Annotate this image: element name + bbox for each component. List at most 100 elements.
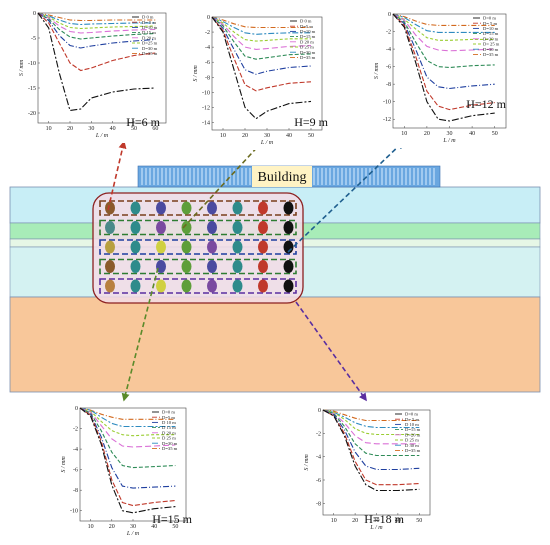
x-tick-label: 20	[242, 133, 248, 139]
x-tick-label: 30	[447, 131, 453, 137]
legend-label: D=0 m	[405, 412, 418, 417]
series-line	[37, 12, 156, 49]
series-line	[37, 12, 156, 34]
tunnel-point	[156, 260, 166, 273]
tunnel-point	[207, 279, 217, 293]
x-tick-label: 40	[286, 133, 292, 139]
tunnel-point	[156, 279, 166, 293]
series-line	[37, 12, 156, 112]
series-line	[322, 409, 420, 457]
y-tick-label: -4	[205, 45, 210, 51]
tunnel-point	[130, 201, 141, 215]
y-tick-label: 0	[388, 12, 391, 18]
series-line	[79, 407, 176, 489]
tunnel-point	[283, 240, 294, 254]
y-axis-label: S / mm	[61, 456, 67, 473]
tunnel-point	[232, 260, 243, 273]
legend-label: D=10 m	[300, 29, 316, 34]
x-tick-label: 30	[374, 518, 380, 524]
legend-label: D=5 m	[300, 24, 313, 29]
x-tick-label: 40	[395, 518, 401, 524]
legend-label: D 25 m	[300, 45, 314, 50]
legend-label: D 30 m	[405, 443, 419, 448]
series-line	[79, 407, 176, 437]
y-tick-label: -2	[386, 30, 391, 36]
tunnel-row-line	[99, 219, 297, 236]
legend-label: D=0 m	[483, 16, 496, 21]
panel-label: H=15 m	[152, 512, 192, 526]
tunnel-row-line	[99, 258, 297, 275]
y-tick-label: -10	[202, 90, 210, 96]
y-tick-label: -10	[28, 61, 36, 67]
legend-label: D 20 m	[300, 39, 314, 44]
legend-label: D= 5 m	[142, 20, 157, 25]
legend-label: D=10 m	[483, 26, 499, 31]
tunnel-row-line	[99, 239, 297, 255]
x-tick-label: 20	[352, 518, 358, 524]
x-tick-label: 50	[492, 131, 498, 137]
arrow-h6	[107, 140, 127, 211]
legend-label: D=30 m	[483, 47, 499, 52]
legend-label: D=15 m	[300, 34, 316, 39]
panel-background	[70, 402, 192, 541]
series-line	[392, 13, 495, 33]
legend-label: D=15 m	[483, 31, 499, 36]
tunnel-point	[258, 240, 268, 254]
y-tick-label: 0	[75, 406, 78, 412]
x-tick-label: 20	[424, 131, 430, 137]
tunnel-point	[156, 240, 166, 254]
x-tick-label: 40	[110, 126, 116, 132]
stratum-bottom	[9, 296, 541, 393]
tunnel-rows	[99, 200, 297, 294]
x-tick-label: 50	[308, 133, 314, 139]
legend-label: D=35 m	[300, 55, 316, 60]
tunnel-point	[232, 201, 243, 215]
y-tick-label: -2	[316, 431, 321, 437]
legend-label: D=30 m	[142, 46, 158, 51]
tunnel-row-line	[99, 278, 297, 294]
legend-label: D 25 m	[405, 438, 419, 443]
series-line	[211, 16, 312, 120]
legend-label: D=15 m	[405, 427, 421, 432]
x-tick-label: 40	[151, 524, 157, 530]
panel-label: H=6 m	[126, 115, 160, 129]
tunnel-point	[258, 221, 268, 234]
tunnel-point	[130, 260, 141, 273]
legend-label: D 15 m	[162, 425, 176, 430]
legend-label: D 25 m	[162, 436, 176, 441]
y-tick-label: -6	[316, 478, 321, 484]
y-tick-label: -12	[383, 117, 391, 123]
y-tick-label: 0	[207, 15, 210, 21]
series-line	[322, 409, 420, 422]
legend-label: D 0 m	[142, 15, 154, 20]
tunnel-point	[181, 240, 192, 254]
y-axis-label: S / mm	[19, 59, 25, 76]
panel-label: H=12 m	[466, 97, 506, 111]
legend-label: D=25 m	[142, 41, 158, 46]
legend-label: D=30 m	[162, 441, 178, 446]
x-axis-label: L / m	[369, 525, 383, 531]
tunnel-row-line	[99, 200, 297, 216]
building: Building	[137, 165, 441, 188]
series-line	[211, 16, 312, 50]
panel-background	[383, 8, 512, 148]
y-tick-label: -10	[70, 509, 78, 515]
series-line	[211, 16, 312, 92]
y-tick-label: -4	[73, 447, 78, 453]
arrow-h9	[182, 140, 264, 229]
tunnel-point	[105, 240, 115, 254]
plot-frame	[37, 12, 167, 124]
series-line	[211, 16, 312, 75]
chart-panel: 0 -2 -4 -6 -8 -10 -12 -14 10 20 30 40 50 L / m S / mm D…	[193, 11, 329, 150]
legend-label: D=0 m	[162, 410, 175, 415]
building-label: Building	[257, 170, 306, 185]
series-line	[79, 407, 176, 514]
y-tick-label: -12	[202, 105, 210, 111]
y-tick-label: -6	[386, 65, 391, 71]
legend-label: D 15 m	[142, 30, 156, 35]
tunnel-point	[258, 279, 268, 293]
arrow-h15	[121, 267, 159, 402]
series-line	[211, 16, 311, 35]
y-tick-label: 0	[318, 408, 321, 414]
y-tick-label: -8	[316, 501, 321, 507]
